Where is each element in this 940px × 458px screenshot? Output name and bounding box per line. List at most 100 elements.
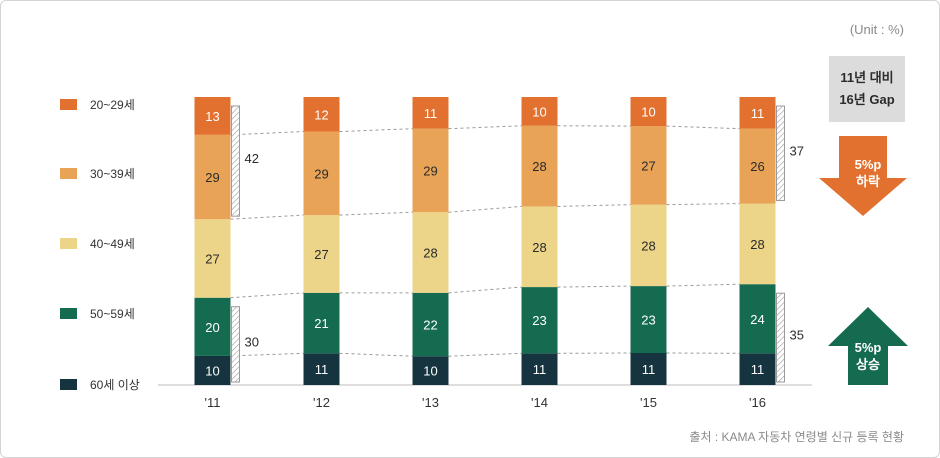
bar-segment xyxy=(303,97,340,132)
data-label: 29 xyxy=(423,163,437,178)
up-arrow-label: 5%p 상승 xyxy=(828,339,908,373)
legend-swatch xyxy=(60,167,77,179)
legend-item: 30~39세 xyxy=(60,166,135,181)
data-label: 28 xyxy=(750,237,764,252)
legend-item: 40~49세 xyxy=(60,236,135,251)
data-label: 26 xyxy=(750,159,764,174)
gap-box: 11년 대비 16년 Gap xyxy=(829,56,905,122)
x-tick-label: '12 xyxy=(313,395,330,410)
bar-segment xyxy=(521,97,558,126)
data-label: 24 xyxy=(750,312,764,327)
connector-line xyxy=(339,128,413,133)
up-arrow-value: 5%p xyxy=(854,340,882,355)
bar-segment xyxy=(412,356,449,385)
bar-segment xyxy=(194,97,231,135)
data-label: 10 xyxy=(205,363,219,378)
unit-label: (Unit : %) xyxy=(849,22,904,37)
data-label: 10 xyxy=(532,104,546,119)
bracket-hatch xyxy=(231,306,240,383)
bar-segment xyxy=(739,284,776,354)
connector-line xyxy=(448,125,522,130)
bar-segment xyxy=(739,128,776,204)
data-label: 20 xyxy=(205,320,219,335)
bar-segment xyxy=(412,97,449,129)
x-tick-label: '14 xyxy=(531,395,548,410)
data-label: 10 xyxy=(423,364,437,379)
legend-label: 20~29세 xyxy=(90,97,135,112)
legend-item: 20~29세 xyxy=(60,97,135,112)
gap-box-line2: 16년 Gap xyxy=(839,92,895,107)
bar-segment xyxy=(630,204,667,287)
data-label: 28 xyxy=(532,159,546,174)
connector-line xyxy=(557,285,631,288)
connector-line xyxy=(230,214,304,220)
legend-item: 60세 이상 xyxy=(60,377,140,392)
bar-segment xyxy=(303,131,340,216)
legend-swatch xyxy=(60,98,77,110)
down-arrow-text: 하락 xyxy=(856,174,880,189)
bar-segment xyxy=(303,292,340,354)
data-label: 29 xyxy=(205,170,219,185)
legend-swatch xyxy=(60,307,77,319)
x-tick-label: '13 xyxy=(422,395,439,410)
bar-segment xyxy=(739,203,776,285)
bar-segment xyxy=(521,125,558,207)
data-label: 27 xyxy=(641,158,655,173)
data-label: 27 xyxy=(205,251,219,266)
connector-line xyxy=(557,204,631,207)
bar-segment xyxy=(739,97,776,129)
bracket-total-label: 37 xyxy=(790,143,804,158)
data-label: 11 xyxy=(424,106,438,121)
bar-segment xyxy=(739,353,776,385)
data-label: 23 xyxy=(641,313,655,328)
down-arrow-icon xyxy=(819,136,907,216)
bracket-hatch xyxy=(231,105,240,217)
bar-segment xyxy=(194,355,231,385)
down-arrow-value: 5%p xyxy=(854,157,882,172)
bracket-total-label: 30 xyxy=(245,334,259,349)
connector-line xyxy=(666,203,740,206)
bar-segment xyxy=(630,126,667,205)
legend-label: 60세 이상 xyxy=(90,377,140,392)
up-arrow-text: 상승 xyxy=(856,357,880,372)
data-label: 12 xyxy=(314,107,328,122)
x-tick-label: '11 xyxy=(205,395,221,410)
connector-line xyxy=(339,211,413,216)
x-tick-label: '16 xyxy=(749,395,766,410)
legend-label: 50~59세 xyxy=(90,306,135,321)
bar-segment xyxy=(412,292,449,357)
x-tick-label: '15 xyxy=(640,395,657,410)
data-label: 13 xyxy=(205,109,219,124)
data-label: 29 xyxy=(314,166,328,181)
legend: 20~29세 30~39세 40~49세 50~59세 60세 이상 xyxy=(60,90,170,392)
connector-line xyxy=(230,131,304,136)
legend-swatch xyxy=(60,378,77,390)
legend-swatch xyxy=(60,237,77,249)
data-label: 11 xyxy=(751,106,765,121)
bracket-total-label: 35 xyxy=(790,328,804,343)
legend-label: 40~49세 xyxy=(90,236,135,251)
up-arrow-icon xyxy=(828,307,908,385)
bar-segment xyxy=(521,287,558,354)
bar-segment xyxy=(521,353,558,385)
data-label: 28 xyxy=(423,246,437,261)
connector-line xyxy=(230,352,304,357)
data-label: 28 xyxy=(532,240,546,255)
connector-line xyxy=(448,352,522,357)
data-label: 28 xyxy=(641,238,655,253)
connector-line xyxy=(230,292,304,299)
bar-segment xyxy=(630,97,667,127)
data-label: 11 xyxy=(315,362,329,377)
bracket-total-label: 42 xyxy=(245,151,259,166)
connector-line xyxy=(448,205,522,213)
bar-segment xyxy=(412,128,449,213)
bar-segment xyxy=(303,215,340,293)
source-note: 출처 : KAMA 자동차 연령별 신규 등록 현황 xyxy=(689,430,904,444)
data-label: 22 xyxy=(423,318,437,333)
bar-segment xyxy=(630,286,667,353)
bar-segment xyxy=(303,353,340,385)
connector-line xyxy=(339,352,413,357)
data-label: 10 xyxy=(641,105,655,120)
legend-label: 30~39세 xyxy=(90,166,135,181)
down-arrow-label: 5%p 하락 xyxy=(828,156,908,190)
